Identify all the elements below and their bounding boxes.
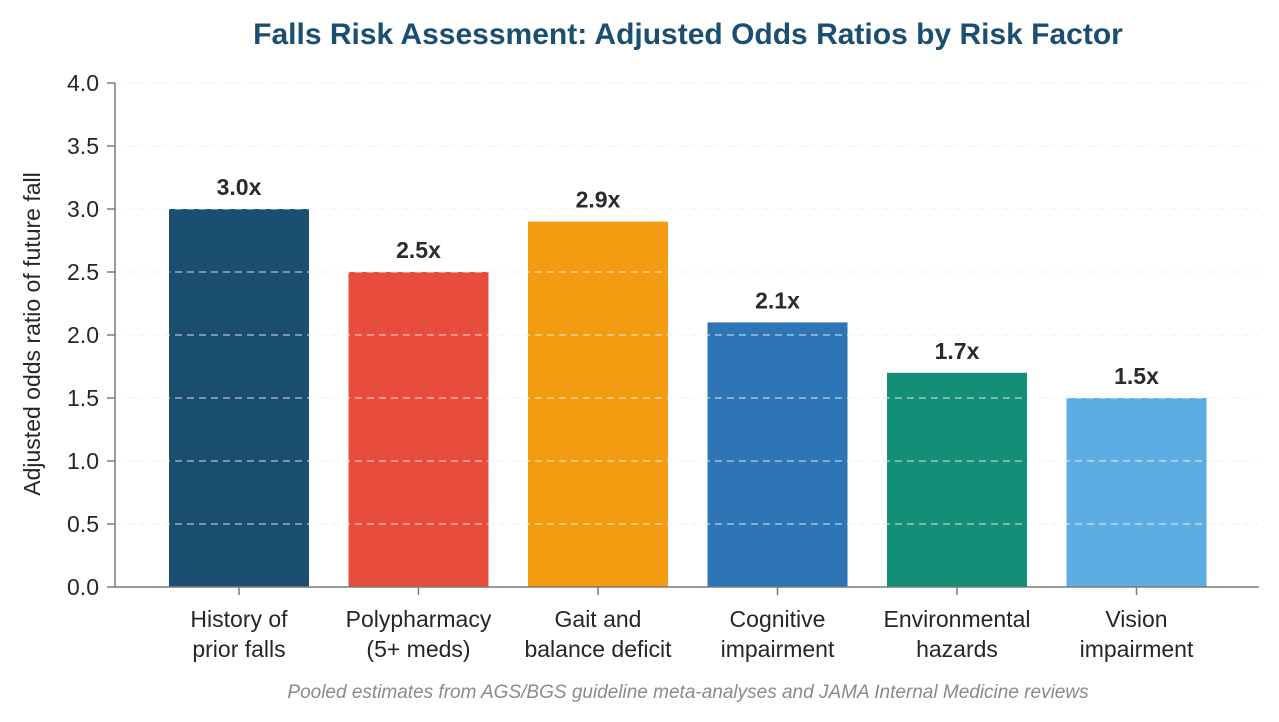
x-tick-label-line-5-0: Vision [1105,606,1167,632]
chart-caption: Pooled estimates from AGS/BGS guideline … [287,682,1089,703]
x-tick-label-4: Environmental hazards [883,606,1030,662]
y-tick-label-0: 0.0 [67,574,99,600]
data-label-5: 1.5x [1114,363,1159,389]
x-tick-label-line-0-1: prior falls [192,636,285,662]
y-tick-label-3: 1.5 [67,385,99,411]
data-label-2: 2.9x [576,187,621,213]
data-labels: 3.0x 2.5x 2.9x 2.1x 1.7x 1.5x [217,174,1159,389]
y-tick-label-4: 2.0 [67,322,99,348]
data-label-1: 2.5x [396,237,441,263]
x-tick-label-line-4-0: Environmental [883,606,1030,632]
x-tick-label-line-2-1: balance deficit [524,636,672,662]
x-tick-labels: History of prior falls Polypharmacy (5+ med… [190,606,1194,662]
overlay-gridlines [115,82,1259,525]
bar-4 [887,372,1027,587]
x-tick-label-line-2-0: Gait and [555,606,642,632]
data-label-4: 1.7x [935,338,980,364]
x-tick-label-1: Polypharmacy (5+ meds) [346,606,492,662]
chart-title: Falls Risk Assessment: Adjusted Odds Rat… [253,18,1123,51]
x-tick-label-line-5-1: impairment [1080,636,1194,662]
x-tick-label-3: Cognitive impairment [721,606,835,662]
x-tick-label-line-1-0: Polypharmacy [346,606,492,632]
y-tick-label-8: 4.0 [67,70,99,96]
data-label-3: 2.1x [755,287,800,313]
y-axis-label: Adjusted odds ratio of future fall [19,172,45,495]
data-label-0: 3.0x [217,174,262,200]
x-tick-label-2: Gait and balance deficit [524,606,672,662]
x-tick-label-line-1-1: (5+ meds) [366,636,470,662]
x-tick-label-line-3-1: impairment [721,636,835,662]
y-tick-label-1: 0.5 [67,511,99,537]
x-tick-label-5: Vision impairment [1080,606,1194,662]
x-tick-label-line-3-0: Cognitive [730,606,826,632]
x-tick-label-line-0-0: History of [190,606,288,632]
bar-5 [1066,398,1207,587]
bar-1 [348,272,489,587]
bar-3 [707,322,848,587]
bar-2 [528,221,668,587]
y-tick-label-6: 3.0 [67,196,99,222]
y-tick-label-7: 3.5 [67,133,99,159]
y-tick-labels: 0.0 0.5 1.0 1.5 2.0 2.5 3.0 3.5 4.0 [67,70,99,600]
y-tick-label-2: 1.0 [67,448,99,474]
y-tick-label-5: 2.5 [67,259,99,285]
x-tick-label-0: History of prior falls [190,606,288,662]
x-tick-label-line-4-1: hazards [916,636,998,662]
axes [107,82,1259,595]
